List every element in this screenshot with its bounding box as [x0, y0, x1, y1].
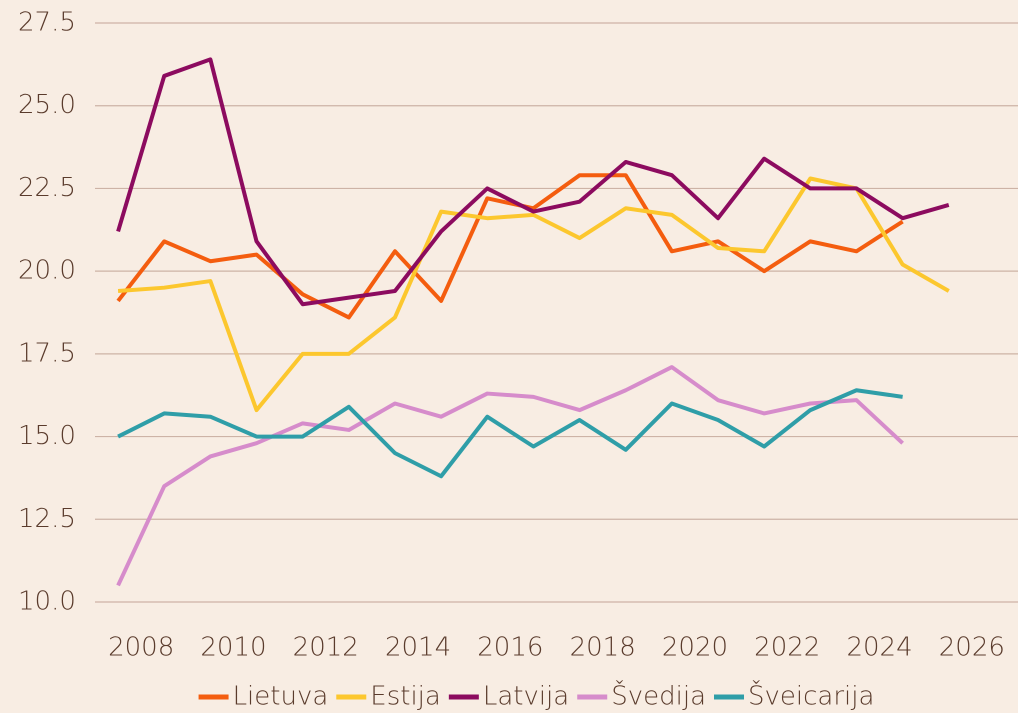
x-tick-label: 2024	[846, 633, 912, 663]
x-tick-label: 2008	[108, 633, 174, 663]
x-tick-label: 2026	[939, 633, 1005, 663]
y-tick-label: 20.0	[18, 256, 76, 286]
y-tick-label: 10.0	[18, 587, 76, 617]
x-tick-label: 2010	[200, 633, 266, 663]
series-line	[117, 388, 903, 479]
legend-label: Šveicarija	[748, 680, 874, 712]
x-tick-label: 2018	[570, 633, 636, 663]
series-line	[116, 173, 904, 320]
legend-label: Estija	[370, 682, 441, 712]
x-tick-label: 2022	[754, 633, 820, 663]
y-tick-label: 12.5	[18, 504, 76, 534]
legend: Lietuva Estija Latvija Švedija Šveicarija	[198, 680, 874, 712]
series-line	[116, 365, 904, 587]
x-tick-label: 2016	[477, 633, 543, 663]
x-tick-label: 2012	[293, 633, 359, 663]
legend-label: Švedija	[611, 680, 706, 712]
x-tick-label: 2020	[662, 633, 728, 663]
y-tick-label: 27.5	[18, 8, 76, 38]
x-tick-label: 2014	[385, 633, 451, 663]
y-tick-label: 17.5	[18, 338, 76, 368]
y-tick-label: 15.0	[18, 421, 76, 451]
series-line	[116, 57, 950, 307]
legend-label: Lietuva	[233, 682, 329, 712]
y-tick-label: 25.0	[18, 90, 76, 120]
legend-label: Latvija	[483, 682, 569, 712]
series-line	[117, 176, 950, 413]
y-tick-label: 22.5	[18, 173, 76, 203]
